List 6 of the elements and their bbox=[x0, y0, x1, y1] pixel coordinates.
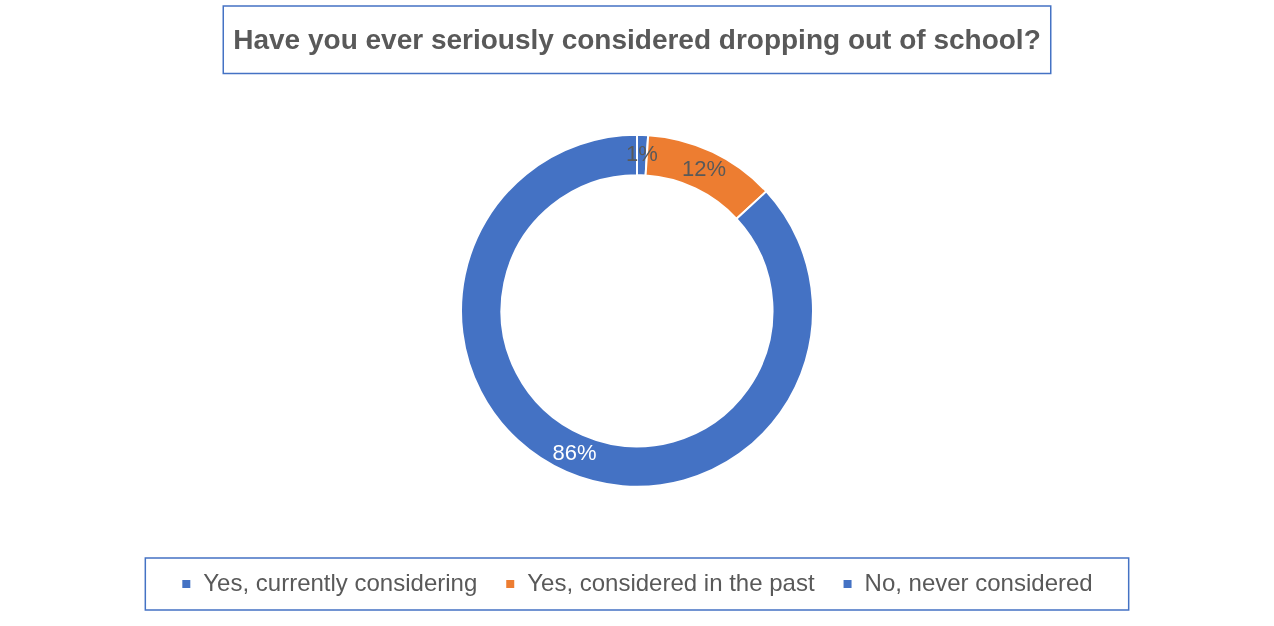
legend-label: Yes, currently considering bbox=[203, 568, 478, 596]
data-label: 86% bbox=[552, 439, 597, 465]
chart-title: Have you ever seriously considered dropping out of school? bbox=[233, 23, 1041, 55]
legend-label: No, never considered bbox=[864, 568, 1093, 596]
legend-label: Yes, considered in the past bbox=[527, 568, 815, 596]
data-label: 12% bbox=[681, 156, 726, 182]
